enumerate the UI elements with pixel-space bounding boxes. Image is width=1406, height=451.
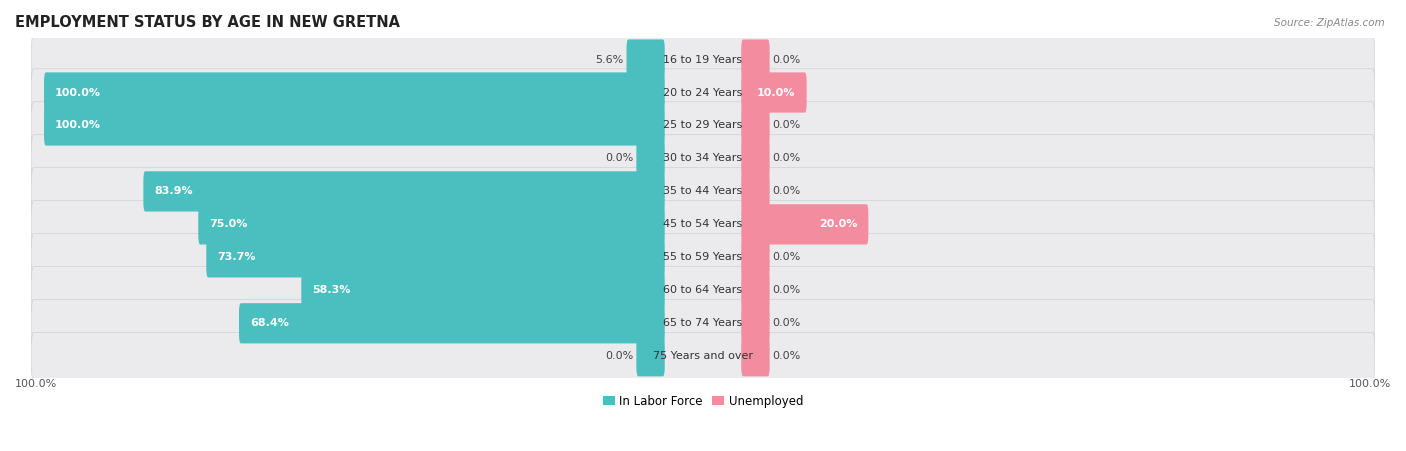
FancyBboxPatch shape <box>741 270 769 310</box>
Text: 65 to 74 Years: 65 to 74 Years <box>664 318 742 328</box>
Text: 0.0%: 0.0% <box>773 318 801 328</box>
Text: 16 to 19 Years: 16 to 19 Years <box>664 55 742 64</box>
Text: 35 to 44 Years: 35 to 44 Years <box>664 186 742 197</box>
Text: 45 to 54 Years: 45 to 54 Years <box>664 219 742 230</box>
FancyBboxPatch shape <box>741 39 769 80</box>
Text: 68.4%: 68.4% <box>250 318 290 328</box>
Text: 55 to 59 Years: 55 to 59 Years <box>664 253 742 262</box>
Text: 0.0%: 0.0% <box>773 55 801 64</box>
FancyBboxPatch shape <box>198 204 665 244</box>
FancyBboxPatch shape <box>143 171 665 212</box>
Text: 100.0%: 100.0% <box>1348 379 1391 389</box>
Text: 0.0%: 0.0% <box>773 253 801 262</box>
FancyBboxPatch shape <box>741 237 769 277</box>
Text: EMPLOYMENT STATUS BY AGE IN NEW GRETNA: EMPLOYMENT STATUS BY AGE IN NEW GRETNA <box>15 15 399 30</box>
Text: 60 to 64 Years: 60 to 64 Years <box>664 285 742 295</box>
FancyBboxPatch shape <box>637 336 665 377</box>
FancyBboxPatch shape <box>32 332 1374 380</box>
FancyBboxPatch shape <box>44 73 665 113</box>
FancyBboxPatch shape <box>32 69 1374 116</box>
Text: 30 to 34 Years: 30 to 34 Years <box>664 153 742 163</box>
FancyBboxPatch shape <box>741 106 769 146</box>
FancyBboxPatch shape <box>207 237 665 277</box>
Text: 83.9%: 83.9% <box>155 186 193 197</box>
FancyBboxPatch shape <box>32 135 1374 182</box>
Text: 0.0%: 0.0% <box>773 120 801 130</box>
Text: 0.0%: 0.0% <box>605 351 633 361</box>
Text: 20.0%: 20.0% <box>818 219 858 230</box>
Text: 25 to 29 Years: 25 to 29 Years <box>664 120 742 130</box>
Text: Source: ZipAtlas.com: Source: ZipAtlas.com <box>1274 18 1385 28</box>
Text: 0.0%: 0.0% <box>605 153 633 163</box>
Text: 0.0%: 0.0% <box>773 351 801 361</box>
FancyBboxPatch shape <box>627 39 665 80</box>
FancyBboxPatch shape <box>301 270 665 310</box>
FancyBboxPatch shape <box>741 138 769 179</box>
FancyBboxPatch shape <box>239 303 665 343</box>
FancyBboxPatch shape <box>32 201 1374 248</box>
FancyBboxPatch shape <box>32 36 1374 83</box>
FancyBboxPatch shape <box>741 73 807 113</box>
FancyBboxPatch shape <box>32 168 1374 215</box>
Text: 58.3%: 58.3% <box>312 285 350 295</box>
Text: 100.0%: 100.0% <box>55 87 101 97</box>
FancyBboxPatch shape <box>741 303 769 343</box>
FancyBboxPatch shape <box>741 204 869 244</box>
FancyBboxPatch shape <box>32 299 1374 347</box>
Text: 75.0%: 75.0% <box>209 219 247 230</box>
FancyBboxPatch shape <box>44 106 665 146</box>
FancyBboxPatch shape <box>32 234 1374 281</box>
FancyBboxPatch shape <box>32 102 1374 149</box>
Legend: In Labor Force, Unemployed: In Labor Force, Unemployed <box>598 390 808 413</box>
FancyBboxPatch shape <box>741 171 769 212</box>
Text: 100.0%: 100.0% <box>55 120 101 130</box>
Text: 73.7%: 73.7% <box>218 253 256 262</box>
FancyBboxPatch shape <box>637 138 665 179</box>
Text: 5.6%: 5.6% <box>595 55 623 64</box>
Text: 75 Years and over: 75 Years and over <box>652 351 754 361</box>
FancyBboxPatch shape <box>32 267 1374 314</box>
Text: 100.0%: 100.0% <box>15 379 58 389</box>
Text: 0.0%: 0.0% <box>773 153 801 163</box>
Text: 0.0%: 0.0% <box>773 285 801 295</box>
Text: 20 to 24 Years: 20 to 24 Years <box>664 87 742 97</box>
FancyBboxPatch shape <box>741 336 769 377</box>
Text: 10.0%: 10.0% <box>758 87 796 97</box>
Text: 0.0%: 0.0% <box>773 186 801 197</box>
